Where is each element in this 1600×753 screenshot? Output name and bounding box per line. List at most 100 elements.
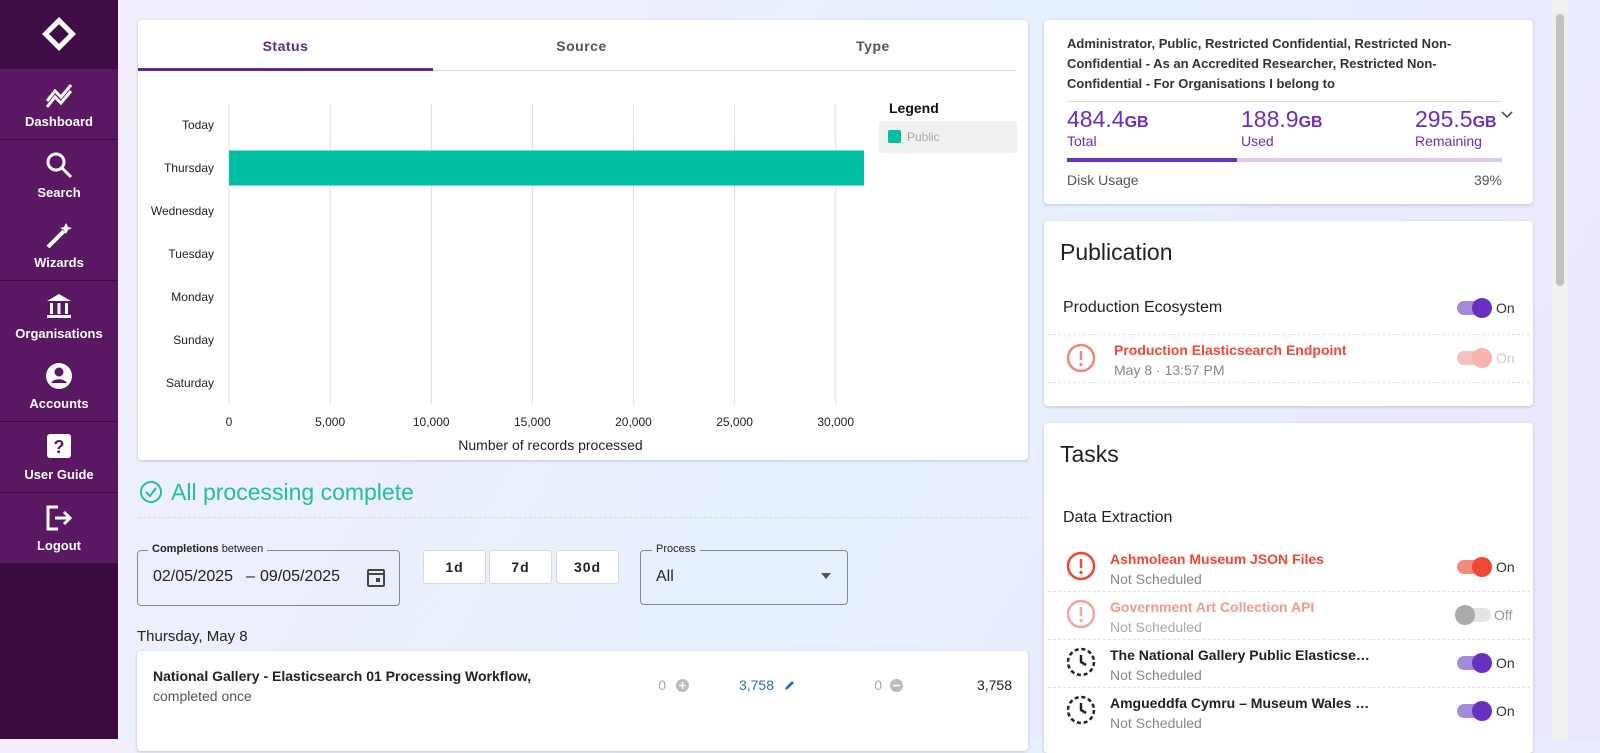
roles: Administrator, Public, Restricted Confid… [1067, 36, 1452, 91]
scrollbar-thumb[interactable] [1556, 14, 1564, 286]
logo-area [0, 0, 118, 69]
nav-icon [46, 223, 72, 249]
nav-icon [46, 505, 73, 531]
nav-item[interactable]: Dashboard [0, 69, 118, 139]
nav-item[interactable]: ? User Guide [0, 422, 118, 492]
task-group: Data Extraction [1063, 509, 1173, 526]
range-button[interactable]: 30d [556, 550, 619, 584]
task-name[interactable]: Government Art Collection API [1110, 599, 1315, 615]
legend-label: Public [907, 130, 940, 144]
clock-icon [1066, 647, 1096, 677]
date-range-field[interactable] [137, 550, 400, 606]
range-button[interactable]: 7d [489, 550, 552, 584]
divider [1067, 101, 1502, 102]
nav-icon [47, 294, 71, 318]
toggle-state: On [1496, 300, 1515, 316]
usage-value: 188.9 [1241, 106, 1299, 132]
disk-usage-label: Disk Usage [1067, 172, 1139, 188]
x-tick-label: 25,000 [716, 415, 753, 429]
usage-unit: GB [1472, 114, 1497, 131]
tab-divider [138, 70, 1016, 71]
publication-name: Production Elasticsearch Endpoint [1114, 342, 1347, 358]
day-heading: Thursday, May 8 [137, 628, 248, 645]
row-count[interactable]: 3,758 [738, 677, 774, 693]
row-title: National Gallery - Elasticsearch 01 Proc… [153, 666, 593, 706]
tasks-card [1044, 423, 1533, 753]
card-title: Publication [1060, 239, 1173, 265]
range-button[interactable]: 1d [423, 550, 486, 584]
bar [229, 150, 864, 186]
svg-text:?: ? [54, 437, 65, 457]
x-tick-label: 0 [226, 415, 233, 429]
row-status: completed once [153, 688, 252, 704]
calendar-icon[interactable] [366, 566, 386, 588]
nav-item[interactable]: Organisations [0, 281, 118, 351]
task-name[interactable]: Amgueddfa Cymru – Museum Wales … [1110, 695, 1370, 711]
error-icon [1066, 343, 1096, 373]
date-separator: – [246, 568, 255, 585]
divider [1048, 591, 1530, 592]
legend-item [879, 121, 1017, 153]
divider [1048, 334, 1530, 335]
dropdown-arrow [821, 573, 831, 579]
row-count: 3,758 [976, 677, 1012, 693]
y-tick-label: Monday [171, 290, 214, 304]
task-schedule: Not Scheduled [1110, 667, 1202, 683]
nav-icon: ? [47, 434, 71, 458]
x-tick-label: 5,000 [315, 415, 345, 429]
usage-caption: Total [1067, 133, 1097, 149]
nav-icon [46, 152, 73, 179]
tab[interactable]: Source [556, 38, 607, 54]
usage-value: 295.5 [1415, 106, 1473, 132]
nav-icon [45, 84, 73, 108]
row-count: 0 [658, 677, 666, 693]
processing-heading: All processing complete [171, 479, 414, 505]
nav-label: Search [37, 185, 81, 200]
toggle-state: Off [1494, 607, 1513, 623]
divider [1048, 687, 1530, 688]
toggle-knob [1472, 348, 1492, 368]
usage-used: 188.9GB Used [1241, 106, 1323, 149]
y-tick-label: Wednesday [151, 204, 214, 218]
publication-card [1044, 221, 1533, 406]
toggle-knob [1472, 701, 1492, 721]
date-from: 02/05/2025 [153, 568, 234, 585]
task-schedule: Not Scheduled [1110, 571, 1202, 587]
x-tick-label: 30,000 [817, 415, 854, 429]
y-tick-label: Thursday [164, 161, 214, 175]
nav-label: Dashboard [25, 114, 93, 129]
usage-caption: Used [1241, 133, 1274, 149]
usage-caption: Remaining [1415, 133, 1482, 149]
toggle-knob [1472, 653, 1492, 673]
nav-item[interactable]: Accounts [0, 351, 118, 421]
nav-label: Organisations [15, 326, 103, 341]
toggle-knob [1455, 605, 1475, 625]
clock-icon [1066, 695, 1096, 725]
check-icon [140, 481, 162, 503]
nav-label: Accounts [29, 396, 89, 411]
tab[interactable]: Status [262, 38, 309, 54]
edit-icon[interactable] [783, 679, 796, 692]
task-name[interactable]: The National Gallery Public Elasticse… [1110, 647, 1370, 663]
field-label-suffix: between [221, 543, 264, 555]
task-name[interactable]: Ashmolean Museum JSON Files [1110, 551, 1324, 567]
process-row[interactable] [137, 651, 1028, 751]
toggle-state: On [1496, 350, 1515, 366]
tab[interactable]: Type [856, 38, 890, 54]
nav-item[interactable]: Search [0, 140, 118, 210]
remove-icon [890, 679, 903, 692]
row-count: 0 [874, 677, 882, 693]
y-tick-label: Saturday [166, 376, 214, 390]
divider [138, 517, 1028, 518]
field-label: Completions between [148, 543, 268, 555]
usage-remaining: 295.5GB Remaining [1415, 106, 1497, 149]
process-select[interactable] [640, 550, 848, 605]
nav-item[interactable]: Wizards [0, 210, 118, 280]
disk-usage-bar [1067, 158, 1237, 162]
expand-icon[interactable] [1501, 110, 1513, 120]
divider [1048, 639, 1530, 640]
date-to: 09/05/2025 [260, 568, 341, 585]
nav-item[interactable]: Logout [0, 493, 118, 563]
